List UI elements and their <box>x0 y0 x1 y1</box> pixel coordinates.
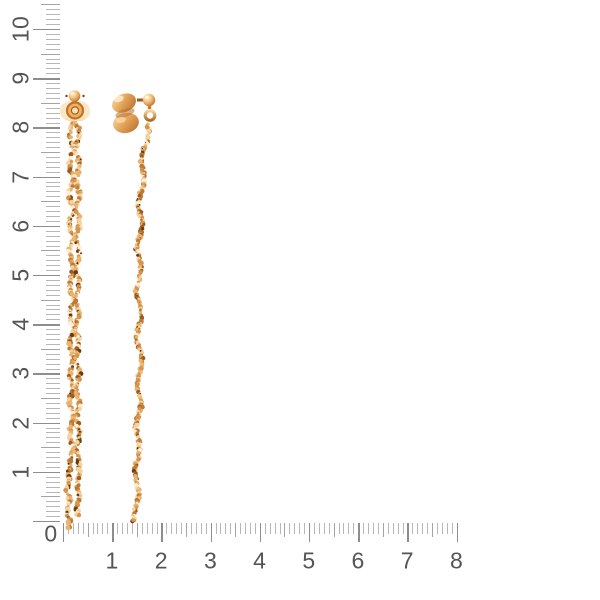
left-earring-stud <box>60 90 90 121</box>
left-earring-chain <box>63 115 84 531</box>
right-earring-chain <box>130 122 152 524</box>
ruler-zero-label: 0 <box>44 520 58 547</box>
right-earring-stud <box>112 93 157 134</box>
